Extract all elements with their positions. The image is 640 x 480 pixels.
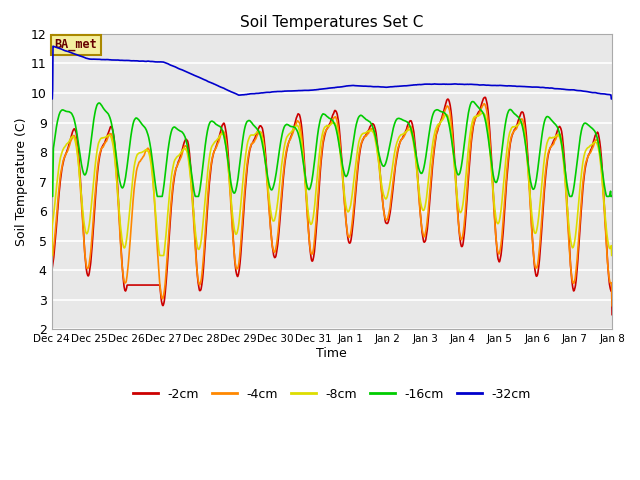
X-axis label: Time: Time [316,347,347,360]
Text: BA_met: BA_met [54,38,97,51]
Title: Soil Temperatures Set C: Soil Temperatures Set C [240,15,424,30]
Legend: -2cm, -4cm, -8cm, -16cm, -32cm: -2cm, -4cm, -8cm, -16cm, -32cm [127,383,536,406]
Y-axis label: Soil Temperature (C): Soil Temperature (C) [15,118,28,246]
